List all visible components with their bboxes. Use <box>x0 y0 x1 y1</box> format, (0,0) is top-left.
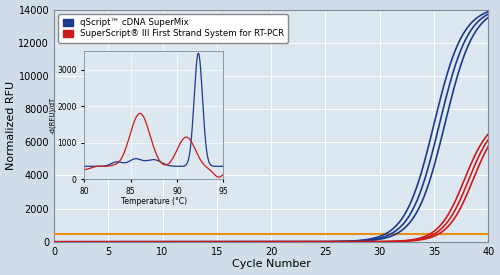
Legend: qScript™ cDNA SuperMix, SuperScript® III First Strand System for RT-PCR: qScript™ cDNA SuperMix, SuperScript® III… <box>58 14 288 43</box>
X-axis label: Cycle Number: Cycle Number <box>232 259 310 270</box>
Y-axis label: Normalized RFU: Normalized RFU <box>6 81 16 170</box>
